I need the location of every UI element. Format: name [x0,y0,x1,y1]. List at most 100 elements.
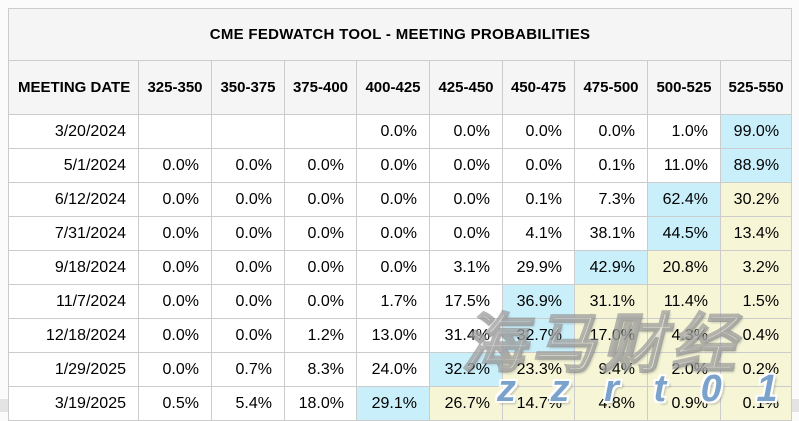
probability-cell: 4.3% [647,318,721,353]
fedwatch-table-container: CME FEDWATCH TOOL - MEETING PROBABILITIE… [7,8,793,421]
probability-cell: 0.0% [429,114,503,149]
table-row: 12/18/2024 0.0% 0.0% 1.2% 13.0% 31.4% 32.7% 17.… [8,318,793,353]
probability-cell: 0.0% [211,284,285,319]
title-row: CME FEDWATCH TOOL - MEETING PROBABILITIE… [7,8,793,61]
probability-cell: 20.8% [647,250,721,285]
probability-cell: 13.0% [356,318,430,353]
table-row: 3/20/2024 0.0% 0.0% 0.0% 0.0% 1.0% 99.0% [8,114,793,149]
probability-cell: 0.0% [429,148,503,183]
probability-cell: 17.0% [574,318,648,353]
probability-cell: 0.2% [719,352,793,387]
probability-cell: 0.1% [719,386,793,421]
probability-cell: 0.5% [138,386,212,421]
probability-cell: 0.0% [138,318,212,353]
probability-cell: 0.0% [138,216,212,251]
probability-cell: 31.4% [429,318,503,353]
probability-cell: 31.1% [574,284,648,319]
probability-cell: 0.1% [502,182,575,217]
probability-cell: 0.0% [356,114,430,149]
probability-cell: 0.0% [138,250,212,285]
probability-cell: 0.0% [356,250,430,285]
probability-cell: 23.3% [502,352,575,387]
probability-cell: 29.1% [356,386,430,421]
probability-cell: 1.7% [356,284,430,319]
probability-cell [211,114,285,149]
probability-cell: 0.0% [502,148,575,183]
meeting-date-cell: 6/12/2024 [8,182,139,217]
meeting-date-cell: 1/29/2025 [8,352,139,387]
probability-cell: 30.2% [719,182,793,217]
probability-cell: 0.0% [356,148,430,183]
column-header-400-425: 400-425 [356,60,430,115]
meeting-date-cell: 5/1/2024 [8,148,139,183]
column-header-500-525: 500-525 [647,60,721,115]
table-row: 5/1/2024 0.0% 0.0% 0.0% 0.0% 0.0% 0.0% 0.1% 11.0… [8,148,793,183]
probability-cell: 11.0% [647,148,721,183]
probability-cell: 0.0% [284,182,357,217]
probability-cell: 0.0% [284,148,357,183]
probability-cell: 9.4% [574,352,648,387]
probability-cell: 18.0% [284,386,357,421]
table-row: 1/29/2025 0.0% 0.7% 8.3% 24.0% 32.2% 23.3% 9.4%… [8,352,793,387]
probability-cell: 88.9% [719,148,793,183]
probability-cell: 0.0% [211,318,285,353]
probability-cell: 26.7% [429,386,503,421]
column-header-350-375: 350-375 [211,60,285,115]
probability-cell: 7.3% [574,182,648,217]
probability-cell: 0.0% [284,216,357,251]
probability-cell: 0.1% [574,148,648,183]
table-row: 7/31/2024 0.0% 0.0% 0.0% 0.0% 0.0% 4.1% 38.1% 44… [8,216,793,251]
probability-cell: 29.9% [502,250,575,285]
probability-cell: 17.5% [429,284,503,319]
column-header-450-475: 450-475 [502,60,575,115]
probability-cell: 0.0% [211,216,285,251]
column-header-row: MEETING DATE 325-350 350-375 375-400 400… [8,60,793,115]
table-row: 9/18/2024 0.0% 0.0% 0.0% 0.0% 3.1% 29.9% 42.9% 2… [8,250,793,285]
probability-cell: 24.0% [356,352,430,387]
probability-cell: 1.2% [284,318,357,353]
probability-cell: 38.1% [574,216,648,251]
probability-cell: 0.0% [211,182,285,217]
column-header-475-500: 475-500 [574,60,648,115]
probability-cell: 0.0% [138,352,212,387]
probability-cell: 0.0% [138,182,212,217]
table-row: 6/12/2024 0.0% 0.0% 0.0% 0.0% 0.0% 0.1% 7.3% 62.… [8,182,793,217]
meeting-probabilities-table: CME FEDWATCH TOOL - MEETING PROBABILITIE… [7,8,793,421]
probability-cell: 32.2% [429,352,503,387]
probability-cell: 8.3% [284,352,357,387]
table-row: 11/7/2024 0.0% 0.0% 0.0% 1.7% 17.5% 36.9% 31.1%… [8,284,793,319]
probability-cell: 0.0% [356,216,430,251]
probability-cell: 0.0% [138,148,212,183]
probability-cell [284,114,357,149]
probability-cell: 0.9% [647,386,721,421]
column-header-525-550: 525-550 [719,60,793,115]
probability-cell: 0.0% [356,182,430,217]
probability-cell: 0.4% [719,318,793,353]
probability-cell: 0.0% [574,114,648,149]
probability-cell: 0.0% [138,284,212,319]
probability-cell: 13.4% [719,216,793,251]
meeting-date-cell: 3/19/2025 [8,386,139,421]
probability-cell: 99.0% [719,114,793,149]
probability-cell: 62.4% [647,182,721,217]
table-row: 3/19/2025 0.5% 5.4% 18.0% 29.1% 26.7% 14.7% 4.8… [8,386,793,421]
probability-cell: 0.0% [284,284,357,319]
probability-cell: 11.4% [647,284,721,319]
probability-cell: 42.9% [574,250,648,285]
probability-cell [138,114,212,149]
probability-cell: 3.2% [719,250,793,285]
probability-cell: 32.7% [502,318,575,353]
probability-cell: 4.1% [502,216,575,251]
probability-cell: 4.8% [574,386,648,421]
meeting-date-cell: 7/31/2024 [8,216,139,251]
column-header-425-450: 425-450 [429,60,503,115]
probability-cell: 1.0% [647,114,721,149]
table-body: 3/20/2024 0.0% 0.0% 0.0% 0.0% 1.0% 99.0% 5/1/20… [8,114,793,421]
column-header-375-400: 375-400 [284,60,357,115]
meeting-date-cell: 9/18/2024 [8,250,139,285]
probability-cell: 0.0% [429,182,503,217]
meeting-date-cell: 11/7/2024 [8,284,139,319]
probability-cell: 14.7% [502,386,575,421]
probability-cell: 0.0% [502,114,575,149]
page-title: CME FEDWATCH TOOL - MEETING PROBABILITIE… [7,8,793,61]
